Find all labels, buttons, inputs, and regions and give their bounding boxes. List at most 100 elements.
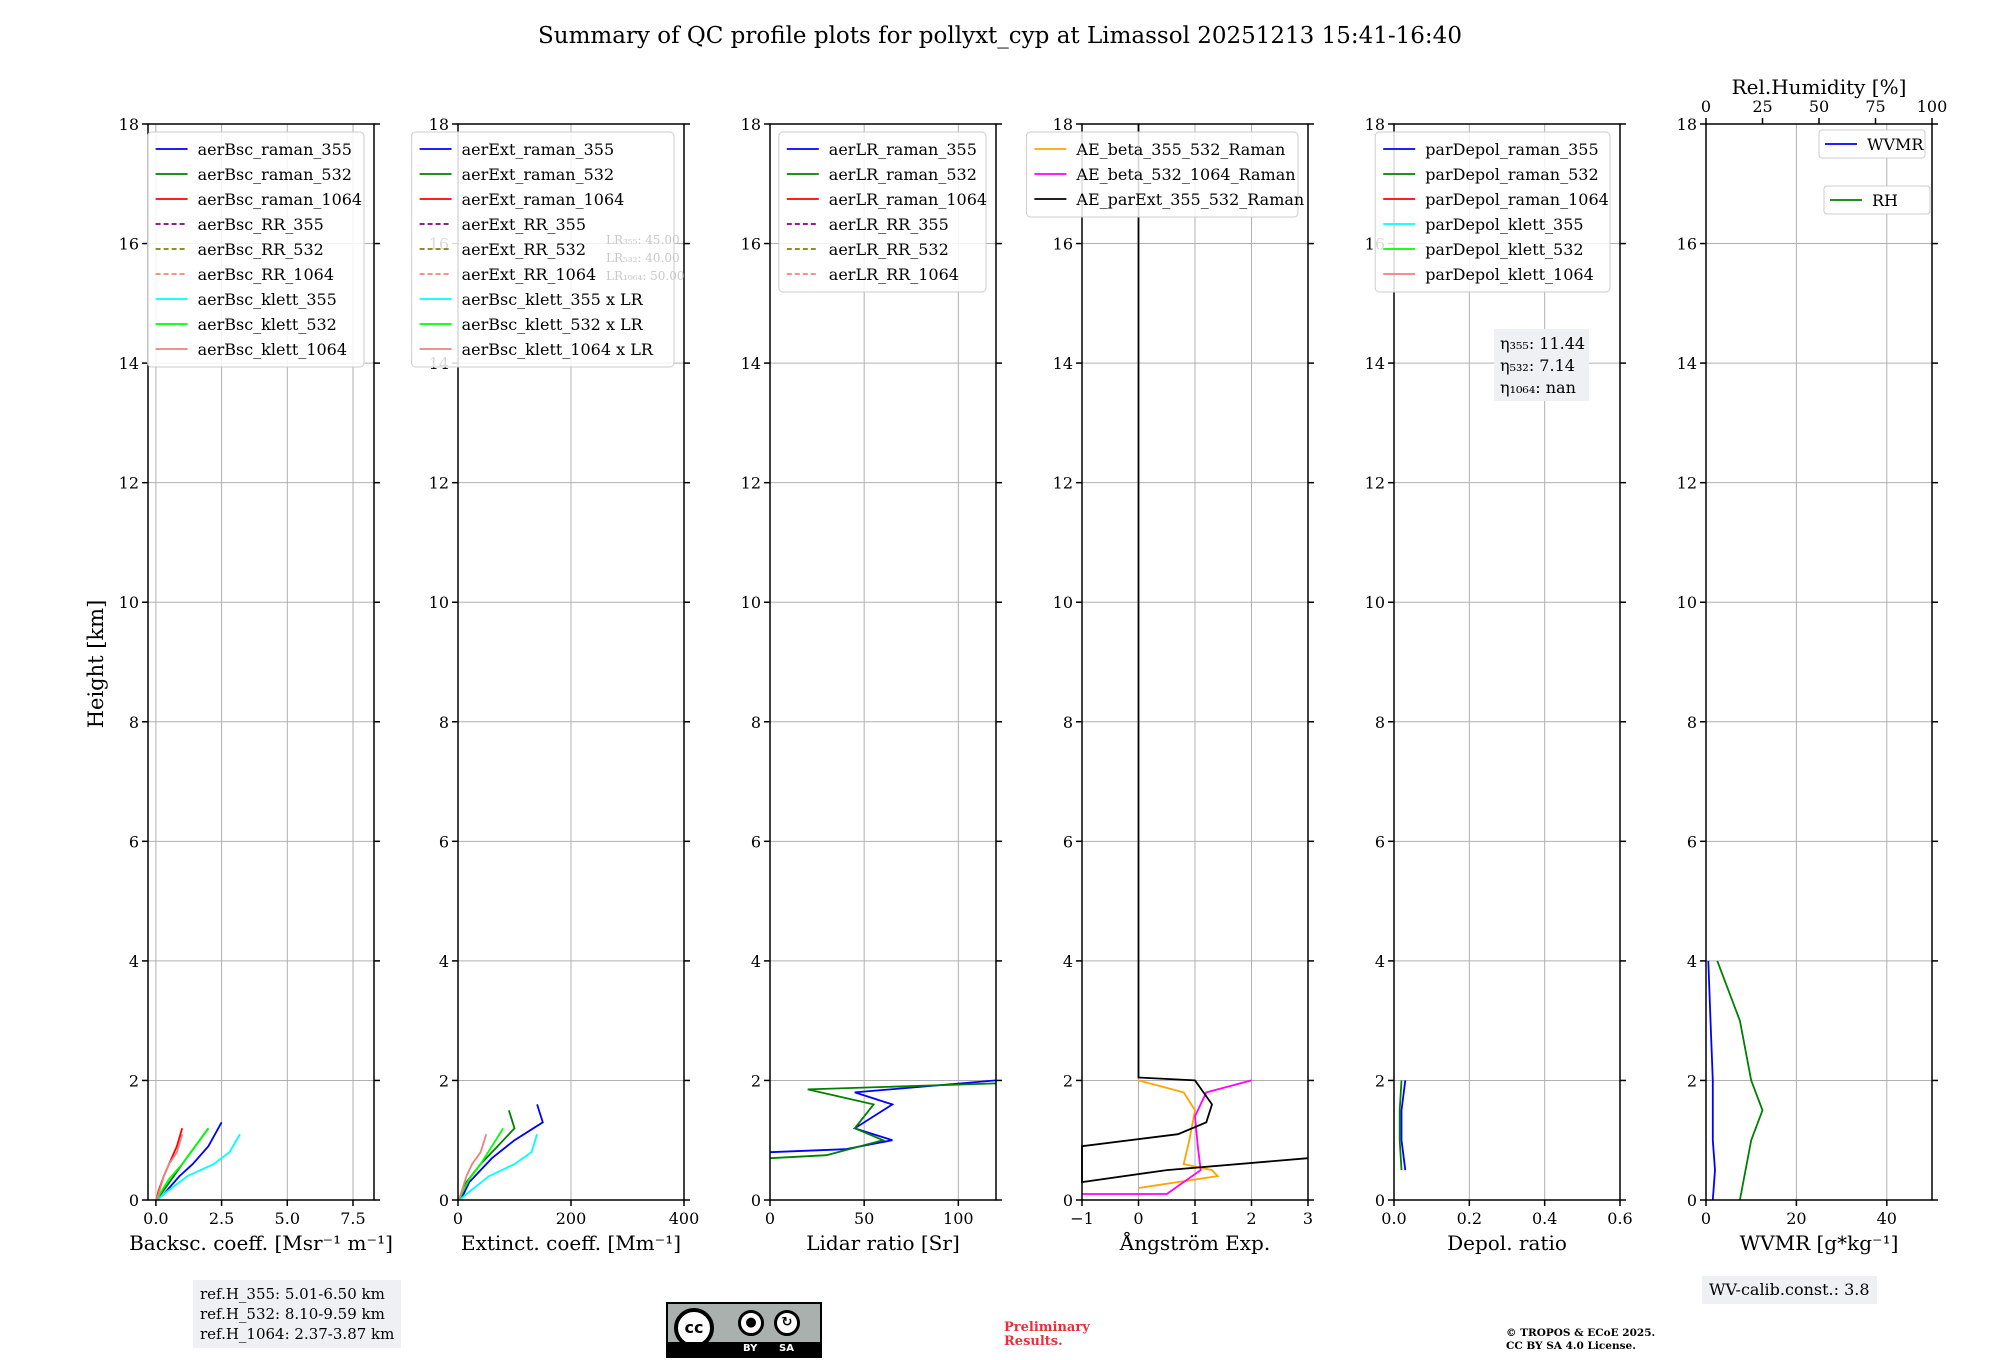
y-tick-label: 18: [1677, 115, 1697, 134]
x-axis-label: Extinct. coeff. [Mm⁻¹]: [461, 1231, 681, 1255]
legend-label: aerBsc_RR_1064: [198, 265, 334, 284]
attribution-icon: ●: [738, 1310, 764, 1336]
x-axis-label: Ångström Exp.: [1119, 1230, 1270, 1255]
panel-lidar_ratio: 0 2 4 6 8 10 12 14 16 18 0 50 100 Lidar ratio [Sr] aer…: [741, 115, 1002, 1255]
y-tick-label: 0: [1063, 1191, 1073, 1210]
series-line-aerBsc_klett_1064: [155, 1133, 184, 1201]
x-tick-label: 3: [1303, 1209, 1313, 1228]
y-tick-label: 14: [119, 354, 139, 373]
x-tick-label: 5.0: [275, 1209, 300, 1228]
legend-box: [1823, 185, 1931, 215]
y-tick-label: 8: [439, 713, 449, 732]
x-tick-label: 100: [943, 1209, 974, 1228]
panel-backscatter: 0 2 4 6 8 10 12 14 16 18 0.0 2.5 5.0 7.5 Backsc. coeff…: [119, 115, 393, 1255]
y-tick-label: 16: [119, 235, 139, 254]
y-tick-label: 2: [129, 1071, 139, 1090]
wv-calib-text: WV-calib.const.: 3.8: [1709, 1280, 1870, 1299]
legend-label: aerBsc_raman_1064: [198, 190, 363, 209]
y-tick-label: 4: [751, 952, 761, 971]
y-tick-label: 12: [119, 474, 139, 493]
by-label: BY: [743, 1343, 758, 1354]
legend-label: aerBsc_RR_355: [198, 215, 324, 234]
y-tick-label: 14: [741, 354, 761, 373]
x-tick-label: 0: [1133, 1209, 1143, 1228]
series-line-AE_parExt_355_532_Raman: [1081, 124, 1309, 1184]
series-line-aerLR_raman_355: [769, 1079, 997, 1154]
top-x-tick-label: 75: [1865, 97, 1885, 116]
legend-label: aerBsc_raman_532: [198, 165, 352, 184]
x-tick-label: 7.5: [340, 1209, 365, 1228]
legend-label: aerExt_RR_532: [462, 240, 586, 259]
y-tick-label: 0: [751, 1191, 761, 1210]
y-tick-label: 6: [439, 832, 449, 851]
y-axis-label: Height [km]: [84, 600, 108, 729]
y-tick-label: 0: [439, 1191, 449, 1210]
x-tick-label: 0: [453, 1209, 463, 1228]
annotation-text: LR₅₃₂: 40.00: [606, 251, 680, 265]
legend-box: [778, 131, 987, 293]
x-tick-label: 0: [765, 1209, 775, 1228]
annotation-text: η₁₀₆₄: nan: [1500, 378, 1576, 397]
legend-box: [1374, 131, 1611, 293]
top-x-axis-label: Rel.Humidity [%]: [1732, 75, 1907, 99]
y-tick-label: 14: [1365, 354, 1385, 373]
legend-label: aerBsc_klett_532: [198, 315, 337, 334]
legend-label: WVMR: [1867, 135, 1924, 154]
share-alike-icon: ↻: [774, 1310, 800, 1336]
series-line-parDepol_raman_532: [1398, 1080, 1403, 1171]
y-tick-label: 6: [129, 832, 139, 851]
y-tick-label: 10: [1677, 593, 1697, 612]
x-tick-label: −1: [1070, 1209, 1094, 1228]
legend-label: aerExt_raman_1064: [462, 190, 625, 209]
series-line-RH: [1716, 960, 1764, 1201]
x-axis-label: Depol. ratio: [1447, 1231, 1567, 1255]
y-tick-label: 4: [1687, 952, 1697, 971]
wv-calib-box: WV-calib.const.: 3.8: [1702, 1276, 1877, 1304]
y-tick-label: 14: [1677, 354, 1697, 373]
y-tick-label: 10: [429, 593, 449, 612]
preliminary-line-1: Preliminary: [1004, 1320, 1090, 1335]
y-tick-label: 8: [1063, 713, 1073, 732]
legend-label: aerLR_raman_1064: [829, 190, 987, 209]
y-tick-label: 4: [439, 952, 449, 971]
legend-label: AE_parExt_355_532_Raman: [1075, 190, 1304, 209]
y-tick-label: 2: [1375, 1071, 1385, 1090]
y-tick-label: 18: [119, 115, 139, 134]
y-tick-label: 6: [1063, 832, 1073, 851]
y-tick-label: 0: [1375, 1191, 1385, 1210]
y-tick-label: 4: [1375, 952, 1385, 971]
y-tick-label: 12: [429, 474, 449, 493]
legend-label: parDepol_klett_532: [1425, 240, 1583, 259]
x-tick-label: 50: [854, 1209, 874, 1228]
refh-355: ref.H_355: 5.01-6.50 km: [200, 1285, 385, 1303]
reference-height-box: ref.H_355: 5.01-6.50 km ref.H_532: 8.10-…: [193, 1280, 402, 1348]
x-tick-label: 20: [1786, 1209, 1806, 1228]
annotation-text: LR₁₀₆₄: 50.00: [606, 269, 684, 283]
y-tick-label: 6: [1687, 832, 1697, 851]
y-tick-label: 16: [741, 235, 761, 254]
y-tick-label: 12: [1365, 474, 1385, 493]
annotation-box: [1494, 329, 1589, 401]
y-tick-label: 14: [1053, 354, 1073, 373]
x-tick-label: 0.6: [1607, 1209, 1632, 1228]
legend-label: aerLR_RR_1064: [829, 265, 959, 284]
y-tick-label: 18: [1365, 115, 1385, 134]
legend-label: aerBsc_klett_1064: [198, 340, 347, 359]
series-line-aerBsc_klett_1064 x LR: [457, 1133, 488, 1201]
legend-label: AE_beta_532_1064_Raman: [1075, 165, 1295, 184]
y-tick-label: 10: [1053, 593, 1073, 612]
legend-label: aerLR_RR_355: [829, 215, 949, 234]
y-tick-label: 18: [429, 115, 449, 134]
legend-label: aerBsc_klett_532 x LR: [462, 315, 644, 334]
y-tick-label: 12: [1053, 474, 1073, 493]
x-tick-label: 2.5: [209, 1209, 234, 1228]
x-tick-label: 400: [669, 1209, 700, 1228]
series-line-AE_beta_355_532_Raman: [1138, 1079, 1220, 1189]
x-tick-label: 0: [1701, 1209, 1711, 1228]
x-tick-label: 1: [1190, 1209, 1200, 1228]
copyright-line-2: CC BY SA 4.0 License.: [1506, 1340, 1636, 1352]
copyright-line-1: © TROPOS & ECoE 2025.: [1506, 1327, 1656, 1339]
